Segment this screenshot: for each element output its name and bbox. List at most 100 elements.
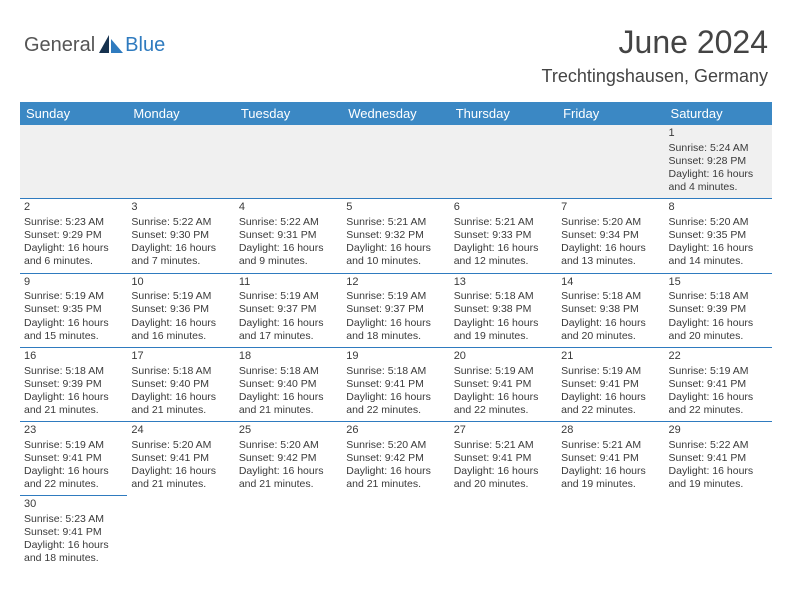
sunset-text: Sunset: 9:41 PM [346, 378, 445, 391]
calendar-cell [450, 496, 557, 570]
sunrise-text: Sunrise: 5:19 AM [669, 365, 768, 378]
daylight-text: Daylight: 16 hours and 22 minutes. [561, 391, 660, 417]
sunrise-text: Sunrise: 5:20 AM [131, 439, 230, 452]
calendar-cell: 12Sunrise: 5:19 AMSunset: 9:37 PMDayligh… [342, 273, 449, 347]
daylight-text: Daylight: 16 hours and 21 minutes. [131, 465, 230, 491]
sunrise-text: Sunrise: 5:19 AM [131, 290, 230, 303]
sunset-text: Sunset: 9:32 PM [346, 229, 445, 242]
sunrise-text: Sunrise: 5:23 AM [24, 216, 123, 229]
calendar-cell: 20Sunrise: 5:19 AMSunset: 9:41 PMDayligh… [450, 347, 557, 421]
daylight-text: Daylight: 16 hours and 18 minutes. [346, 317, 445, 343]
daylight-text: Daylight: 16 hours and 12 minutes. [454, 242, 553, 268]
calendar-cell: 21Sunrise: 5:19 AMSunset: 9:41 PMDayligh… [557, 347, 664, 421]
page-title: June 2024 [619, 24, 768, 61]
calendar-cell: 6Sunrise: 5:21 AMSunset: 9:33 PMDaylight… [450, 199, 557, 273]
sunrise-text: Sunrise: 5:19 AM [239, 290, 338, 303]
calendar-cell: 25Sunrise: 5:20 AMSunset: 9:42 PMDayligh… [235, 422, 342, 496]
calendar-cell: 26Sunrise: 5:20 AMSunset: 9:42 PMDayligh… [342, 422, 449, 496]
daylight-text: Daylight: 16 hours and 13 minutes. [561, 242, 660, 268]
daylight-text: Daylight: 16 hours and 22 minutes. [346, 391, 445, 417]
sunrise-text: Sunrise: 5:20 AM [239, 439, 338, 452]
calendar-cell: 10Sunrise: 5:19 AMSunset: 9:36 PMDayligh… [127, 273, 234, 347]
calendar-cell: 23Sunrise: 5:19 AMSunset: 9:41 PMDayligh… [20, 422, 127, 496]
sunset-text: Sunset: 9:41 PM [561, 378, 660, 391]
sunrise-text: Sunrise: 5:19 AM [24, 439, 123, 452]
sunrise-text: Sunrise: 5:18 AM [239, 365, 338, 378]
calendar-cell [557, 125, 664, 199]
daylight-text: Daylight: 16 hours and 21 minutes. [239, 391, 338, 417]
daylight-text: Daylight: 16 hours and 18 minutes. [24, 539, 123, 565]
day-number: 1 [669, 127, 768, 141]
calendar-cell [127, 496, 234, 570]
sunset-text: Sunset: 9:41 PM [669, 452, 768, 465]
sunset-text: Sunset: 9:41 PM [561, 452, 660, 465]
day-number: 4 [239, 201, 338, 215]
calendar-cell [557, 496, 664, 570]
sunrise-text: Sunrise: 5:21 AM [561, 439, 660, 452]
daylight-text: Daylight: 16 hours and 21 minutes. [239, 465, 338, 491]
weekday-header: Sunday [20, 102, 127, 125]
daylight-text: Daylight: 16 hours and 21 minutes. [346, 465, 445, 491]
logo-text-blue: Blue [125, 34, 165, 57]
daylight-text: Daylight: 16 hours and 6 minutes. [24, 242, 123, 268]
calendar-cell: 18Sunrise: 5:18 AMSunset: 9:40 PMDayligh… [235, 347, 342, 421]
calendar-cell [665, 496, 772, 570]
sunset-text: Sunset: 9:42 PM [239, 452, 338, 465]
day-number: 12 [346, 276, 445, 290]
day-number: 27 [454, 424, 553, 438]
sunset-text: Sunset: 9:28 PM [669, 155, 768, 168]
day-number: 8 [669, 201, 768, 215]
sunset-text: Sunset: 9:39 PM [669, 303, 768, 316]
calendar-cell: 22Sunrise: 5:19 AMSunset: 9:41 PMDayligh… [665, 347, 772, 421]
sunset-text: Sunset: 9:41 PM [24, 452, 123, 465]
day-number: 15 [669, 276, 768, 290]
day-number: 23 [24, 424, 123, 438]
sunrise-text: Sunrise: 5:18 AM [24, 365, 123, 378]
daylight-text: Daylight: 16 hours and 17 minutes. [239, 317, 338, 343]
sunrise-text: Sunrise: 5:22 AM [131, 216, 230, 229]
calendar-cell: 28Sunrise: 5:21 AMSunset: 9:41 PMDayligh… [557, 422, 664, 496]
page-subtitle: Trechtingshausen, Germany [542, 66, 768, 87]
weekday-header: Monday [127, 102, 234, 125]
calendar-cell: 16Sunrise: 5:18 AMSunset: 9:39 PMDayligh… [20, 347, 127, 421]
day-number: 20 [454, 350, 553, 364]
day-number: 25 [239, 424, 338, 438]
day-number: 30 [24, 498, 123, 512]
sunrise-text: Sunrise: 5:21 AM [454, 439, 553, 452]
weekday-header: Wednesday [342, 102, 449, 125]
weekday-header: Friday [557, 102, 664, 125]
calendar-cell: 4Sunrise: 5:22 AMSunset: 9:31 PMDaylight… [235, 199, 342, 273]
sunrise-text: Sunrise: 5:19 AM [346, 290, 445, 303]
sunset-text: Sunset: 9:35 PM [669, 229, 768, 242]
sunset-text: Sunset: 9:41 PM [24, 526, 123, 539]
day-number: 19 [346, 350, 445, 364]
day-number: 14 [561, 276, 660, 290]
calendar-cell: 14Sunrise: 5:18 AMSunset: 9:38 PMDayligh… [557, 273, 664, 347]
sunrise-text: Sunrise: 5:18 AM [669, 290, 768, 303]
calendar-cell [235, 125, 342, 199]
daylight-text: Daylight: 16 hours and 9 minutes. [239, 242, 338, 268]
calendar-cell: 30Sunrise: 5:23 AMSunset: 9:41 PMDayligh… [20, 496, 127, 570]
day-number: 10 [131, 276, 230, 290]
daylight-text: Daylight: 16 hours and 7 minutes. [131, 242, 230, 268]
sunrise-text: Sunrise: 5:20 AM [561, 216, 660, 229]
day-number: 29 [669, 424, 768, 438]
daylight-text: Daylight: 16 hours and 19 minutes. [669, 465, 768, 491]
calendar-cell [235, 496, 342, 570]
calendar-cell: 7Sunrise: 5:20 AMSunset: 9:34 PMDaylight… [557, 199, 664, 273]
day-number: 11 [239, 276, 338, 290]
daylight-text: Daylight: 16 hours and 20 minutes. [454, 465, 553, 491]
daylight-text: Daylight: 16 hours and 10 minutes. [346, 242, 445, 268]
daylight-text: Daylight: 16 hours and 20 minutes. [669, 317, 768, 343]
sunset-text: Sunset: 9:41 PM [131, 452, 230, 465]
calendar-week-row: 1Sunrise: 5:24 AMSunset: 9:28 PMDaylight… [20, 125, 772, 199]
calendar-cell: 5Sunrise: 5:21 AMSunset: 9:32 PMDaylight… [342, 199, 449, 273]
daylight-text: Daylight: 16 hours and 21 minutes. [131, 391, 230, 417]
sunset-text: Sunset: 9:33 PM [454, 229, 553, 242]
sunset-text: Sunset: 9:35 PM [24, 303, 123, 316]
calendar-cell: 17Sunrise: 5:18 AMSunset: 9:40 PMDayligh… [127, 347, 234, 421]
day-number: 13 [454, 276, 553, 290]
calendar-cell: 1Sunrise: 5:24 AMSunset: 9:28 PMDaylight… [665, 125, 772, 199]
calendar-cell: 11Sunrise: 5:19 AMSunset: 9:37 PMDayligh… [235, 273, 342, 347]
day-number: 6 [454, 201, 553, 215]
